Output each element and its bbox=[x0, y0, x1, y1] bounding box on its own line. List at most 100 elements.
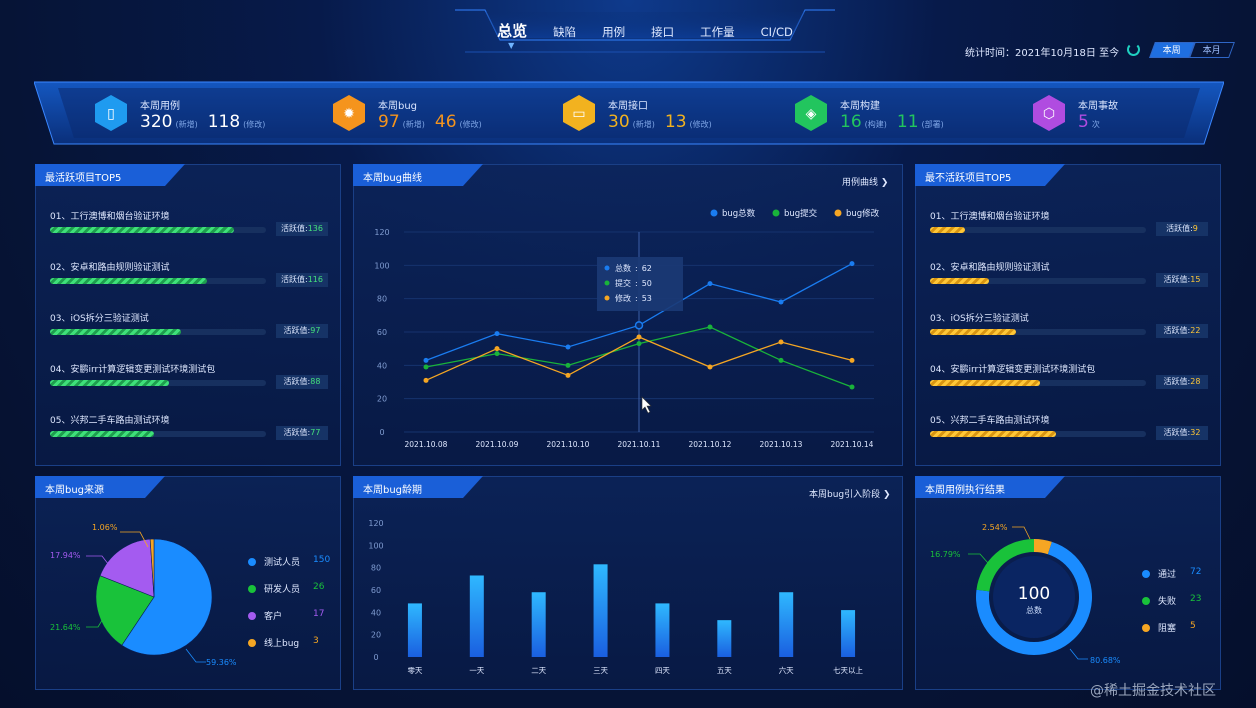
bar[interactable] bbox=[469, 575, 484, 657]
legend-item[interactable]: 通过 bbox=[1142, 567, 1176, 580]
pie-slice[interactable] bbox=[121, 538, 213, 656]
rank-item[interactable]: 04、安鹏irr计算逻辑变更测试环境测试包 活跃值:88 bbox=[50, 362, 330, 389]
data-point[interactable] bbox=[849, 261, 855, 267]
data-point[interactable] bbox=[494, 331, 500, 337]
activity-label: 活跃值: bbox=[1163, 326, 1191, 335]
range-month-button[interactable]: 本月 bbox=[1189, 42, 1235, 58]
rank-item[interactable]: 05、兴邦二手车路由测试环境 活跃值:77 bbox=[50, 413, 330, 440]
range-week-label: 本周 bbox=[1162, 46, 1181, 56]
legend-item[interactable]: 测试人员 bbox=[248, 555, 300, 568]
data-point[interactable] bbox=[849, 357, 855, 363]
rank-item[interactable]: 05、兴邦二手车路由测试环境 活跃值:32 bbox=[930, 413, 1210, 440]
case-curve-link[interactable]: 用例曲线 ❯ bbox=[842, 175, 888, 188]
range-week-button[interactable]: 本周 bbox=[1149, 42, 1195, 58]
stat-unit-1: (新增) bbox=[175, 120, 198, 129]
activity-value: 77 bbox=[310, 428, 321, 437]
rank-item[interactable]: 02、安卓和路由规则验证测试 活跃值:116 bbox=[50, 260, 330, 287]
rank-item[interactable]: 01、工行澳博和烟台验证环境 活跃值:136 bbox=[50, 209, 330, 236]
data-point[interactable] bbox=[423, 357, 429, 363]
pie-slice[interactable] bbox=[95, 575, 155, 646]
rank-bar-fill bbox=[930, 278, 989, 284]
data-point[interactable] bbox=[707, 324, 713, 330]
tab-4[interactable]: 工作量 bbox=[700, 25, 735, 39]
legend-item[interactable]: 阻塞 bbox=[1142, 621, 1176, 634]
stat-value-2: 46 bbox=[434, 112, 457, 132]
data-point[interactable] bbox=[636, 334, 642, 340]
bug-intro-stage-link[interactable]: 本周bug引入阶段 ❯ bbox=[809, 487, 891, 500]
rank-item[interactable]: 01、工行澳博和烟台验证环境 活跃值:9 bbox=[930, 209, 1210, 236]
tab-2[interactable]: 用例 bbox=[602, 25, 626, 39]
bar[interactable] bbox=[407, 603, 422, 657]
svg-text:◈: ◈ bbox=[806, 106, 817, 122]
data-point[interactable] bbox=[634, 321, 644, 330]
refresh-icon[interactable] bbox=[1127, 43, 1140, 56]
activity-label: 活跃值: bbox=[283, 326, 311, 335]
bar[interactable] bbox=[593, 564, 608, 657]
x-tick-label: 2021.10.09 bbox=[476, 440, 519, 449]
legend-item[interactable]: 客户 bbox=[248, 609, 282, 622]
data-point[interactable] bbox=[423, 377, 429, 383]
data-point[interactable] bbox=[849, 384, 855, 390]
donut-center bbox=[993, 556, 1075, 638]
bar[interactable] bbox=[655, 603, 670, 657]
activity-value: 97 bbox=[310, 326, 321, 335]
chevron-right-icon: ❯ bbox=[883, 490, 891, 500]
stat-value-2: 11 bbox=[896, 112, 919, 132]
activity-label: 活跃值: bbox=[283, 377, 311, 386]
case-result-title: 本周用例执行结果 bbox=[925, 485, 1005, 496]
activity-label: 活跃值: bbox=[1163, 428, 1191, 437]
activity-label: 活跃值: bbox=[281, 275, 308, 284]
bar[interactable] bbox=[531, 592, 546, 657]
legend-value: 5 bbox=[1190, 621, 1196, 631]
activity-label: 活跃值: bbox=[281, 224, 308, 233]
tab-1[interactable]: 缺陷 bbox=[553, 25, 577, 39]
data-point[interactable] bbox=[423, 364, 429, 370]
y-tick-label: 20 bbox=[377, 395, 387, 404]
pie-slice[interactable] bbox=[99, 538, 155, 598]
rank-item[interactable]: 04、安鹏irr计算逻辑变更测试环境测试包 活跃值:28 bbox=[930, 362, 1210, 389]
x-tick-label: 五天 bbox=[717, 666, 732, 675]
data-point[interactable] bbox=[778, 339, 784, 345]
data-point[interactable] bbox=[707, 281, 713, 287]
data-point[interactable] bbox=[778, 357, 784, 363]
data-point[interactable] bbox=[494, 346, 500, 352]
rank-bar-fill bbox=[930, 380, 1040, 386]
rank-item[interactable]: 03、iOS拆分三验证测试 活跃值:22 bbox=[930, 311, 1210, 338]
legend-item[interactable]: 线上bug bbox=[248, 636, 299, 649]
rank-bar-fill bbox=[50, 329, 181, 335]
donut-slice[interactable] bbox=[976, 539, 1034, 592]
data-point[interactable] bbox=[636, 341, 642, 347]
legend-label[interactable]: bug修改 bbox=[846, 208, 880, 219]
data-point[interactable] bbox=[494, 351, 500, 357]
donut-total: 100 bbox=[1018, 584, 1050, 604]
legend-label[interactable]: bug总数 bbox=[722, 208, 756, 219]
activity-value: 9 bbox=[1192, 224, 1198, 233]
legend-item[interactable]: 失败 bbox=[1142, 594, 1176, 607]
rank-item[interactable]: 02、安卓和路由规则验证测试 活跃值:15 bbox=[930, 260, 1210, 287]
tab-5[interactable]: CI/CD bbox=[760, 25, 793, 39]
bar[interactable] bbox=[717, 620, 732, 657]
bar[interactable] bbox=[841, 610, 856, 657]
legend-marker bbox=[248, 639, 256, 647]
rank-item[interactable]: 03、iOS拆分三验证测试 活跃值:97 bbox=[50, 311, 330, 338]
legend-item[interactable]: 研发人员 bbox=[248, 582, 300, 595]
data-point[interactable] bbox=[565, 344, 571, 350]
tab-0[interactable]: 总览 ▼ bbox=[497, 22, 528, 50]
bar[interactable] bbox=[779, 592, 794, 657]
legend-label[interactable]: bug提交 bbox=[784, 208, 818, 219]
pie-slice[interactable] bbox=[149, 538, 155, 598]
activity-label: 活跃值: bbox=[283, 428, 311, 437]
tab-3[interactable]: 接口 bbox=[651, 25, 675, 39]
activity-badge: 活跃值:28 bbox=[1156, 375, 1208, 389]
data-point[interactable] bbox=[565, 362, 571, 368]
donut-slice[interactable] bbox=[1034, 539, 1052, 555]
stat-value-2: 13 bbox=[664, 112, 687, 132]
data-point[interactable] bbox=[707, 364, 713, 370]
stat-unit-1: 次 bbox=[1091, 120, 1100, 129]
stats-banner: ▯ 本周用例 320 (新增) 118 (修改) ✹ 本周bug 97 (新增) 46 (修改) ▭ 本周… bbox=[34, 80, 1224, 148]
data-point[interactable] bbox=[778, 299, 784, 305]
callout-line bbox=[968, 553, 989, 564]
data-point[interactable] bbox=[565, 372, 571, 378]
nav-tabs: 总览 ▼ 缺陷 用例 接口 工作量 CI/CD bbox=[455, 22, 835, 50]
